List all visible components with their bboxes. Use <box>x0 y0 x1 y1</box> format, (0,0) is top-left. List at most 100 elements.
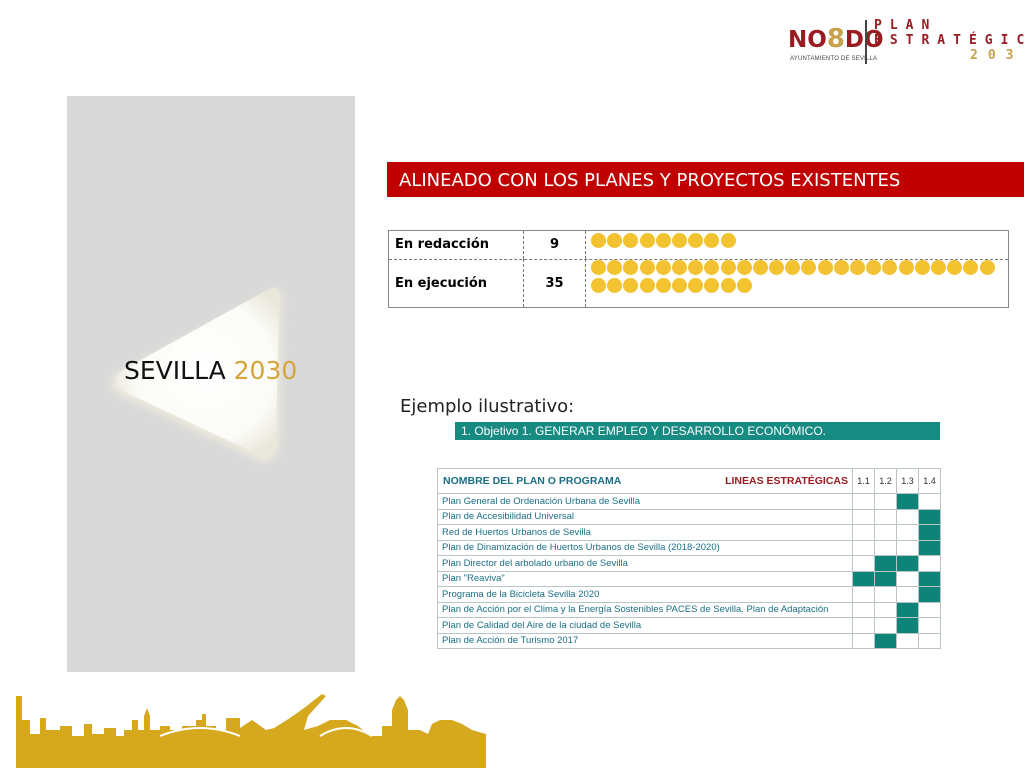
status-dot <box>655 233 671 248</box>
status-dot <box>817 260 833 275</box>
table-row: Programa de la Bicicleta Sevilla 2020 <box>437 586 941 603</box>
status-dot <box>607 233 623 248</box>
alignment-empty <box>852 617 875 634</box>
status-dot <box>607 260 623 275</box>
status-dot <box>639 278 655 293</box>
alignment-empty <box>918 632 941 649</box>
status-dot <box>671 260 687 275</box>
plan-name: Plan de Acción por el Clima y la Energía… <box>437 601 853 618</box>
alignment-empty <box>874 524 897 541</box>
alignment-empty <box>896 508 919 525</box>
status-table: En redacción 9 En ejecución 35 <box>388 230 1009 308</box>
alignment-empty <box>852 586 875 603</box>
alignment-mark <box>918 539 941 556</box>
title-year: 2030 <box>233 356 298 385</box>
alignment-empty <box>896 586 919 603</box>
header-name-label: NOMBRE DEL PLAN O PROGRAMA <box>443 475 622 487</box>
plan-name: Plan de Dinamización de Huertos Urbanos … <box>437 539 853 556</box>
alignment-empty <box>852 493 875 510</box>
logo-divider <box>865 20 867 64</box>
logo-plan-line2: ESTRATÉGICO <box>874 33 1024 48</box>
alignment-mark <box>874 632 897 649</box>
column-header: 1.2 <box>874 468 897 494</box>
table-row: Red de Huertos Urbanos de Sevilla <box>437 524 941 541</box>
status-dot <box>720 278 736 293</box>
alignment-empty <box>852 539 875 556</box>
column-header: 1.4 <box>918 468 941 494</box>
status-dot <box>607 278 623 293</box>
status-dot <box>639 260 655 275</box>
alignment-empty <box>852 601 875 618</box>
alignment-mark <box>874 570 897 587</box>
plan-name: Plan "Reaviva" <box>437 570 853 587</box>
status-dot <box>914 260 930 275</box>
status-dot <box>671 278 687 293</box>
alignment-mark <box>918 508 941 525</box>
status-dot <box>752 260 768 275</box>
status-dot <box>655 278 671 293</box>
nodo-logo: NO8DO <box>788 24 884 54</box>
alignment-empty <box>896 539 919 556</box>
alignment-mark <box>852 570 875 587</box>
status-dot <box>704 278 720 293</box>
alignment-mark <box>896 555 919 572</box>
status-row-ejecucion: En ejecución 35 <box>389 259 1008 307</box>
status-dot <box>882 260 898 275</box>
status-dot <box>930 260 946 275</box>
status-dot <box>671 233 687 248</box>
status-dot <box>866 260 882 275</box>
alignment-mark <box>918 570 941 587</box>
alignment-mark <box>874 555 897 572</box>
sevilla-2030-title: SEVILLA 2030 <box>124 356 297 385</box>
status-dot <box>947 260 963 275</box>
alignment-empty <box>874 586 897 603</box>
column-header: 1.1 <box>852 468 875 494</box>
status-dot <box>591 260 606 275</box>
example-title: Ejemplo ilustrativo: <box>400 396 575 417</box>
plans-table: NOMBRE DEL PLAN O PROGRAMA LINEAS ESTRATÉ… <box>437 468 941 649</box>
status-dot <box>833 260 849 275</box>
status-dot <box>720 233 736 248</box>
seville-skyline-graphic <box>16 694 486 768</box>
status-dot <box>963 260 979 275</box>
status-dot <box>736 260 752 275</box>
table-row: Plan "Reaviva" <box>437 570 941 587</box>
header-lines-label: LINEAS ESTRATÉGICAS <box>725 475 848 487</box>
table-row: Plan de Accesibilidad Universal <box>437 508 941 525</box>
nodo-eight: 8 <box>826 24 845 54</box>
status-dots <box>591 260 1007 296</box>
alignment-empty <box>918 617 941 634</box>
alignment-empty <box>896 570 919 587</box>
status-dot <box>801 260 817 275</box>
status-dots <box>591 233 1007 251</box>
logo-plan-year: 2030 <box>970 48 1024 63</box>
alignment-empty <box>874 493 897 510</box>
status-dot <box>639 233 655 248</box>
plan-name: Plan de Accesibilidad Universal <box>437 508 853 525</box>
alignment-empty <box>896 632 919 649</box>
alignment-mark <box>918 524 941 541</box>
plan-name: Plan de Calidad del Aire de la ciudad de… <box>437 617 853 634</box>
alignment-empty <box>918 555 941 572</box>
alignment-empty <box>874 539 897 556</box>
nodo-left: NO <box>788 27 827 53</box>
plan-name: Plan Director del arbolado urbano de Sev… <box>437 555 853 572</box>
column-header: 1.3 <box>896 468 919 494</box>
plan-name: Programa de la Bicicleta Sevilla 2020 <box>437 586 853 603</box>
alignment-empty <box>874 508 897 525</box>
status-dot <box>591 278 606 293</box>
status-dot <box>979 260 995 275</box>
status-dot <box>850 260 865 275</box>
plan-name: Plan General de Ordenación Urbana de Sev… <box>437 493 853 510</box>
status-dot <box>704 233 720 248</box>
play-triangle-graphic <box>111 287 283 461</box>
plan-name: Red de Huertos Urbanos de Sevilla <box>437 524 853 541</box>
status-dot <box>591 233 606 248</box>
alignment-empty <box>852 524 875 541</box>
plan-logo: NO8DO AYUNTAMIENTO DE SEVILLA PLAN ESTRA… <box>788 18 1024 68</box>
status-dot <box>623 233 639 248</box>
logo-plan-line1: PLAN <box>874 18 938 33</box>
status-dot <box>688 260 704 275</box>
table-row: Plan Director del arbolado urbano de Sev… <box>437 555 941 572</box>
alignment-mark <box>896 493 919 510</box>
